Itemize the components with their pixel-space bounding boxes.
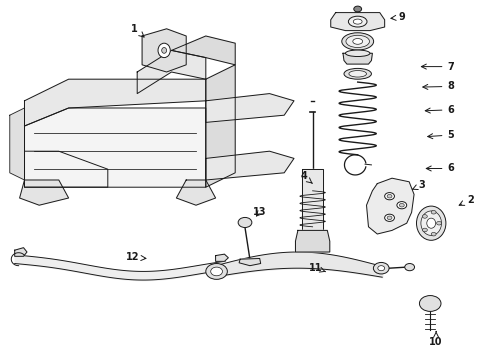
Ellipse shape	[421, 211, 441, 235]
Polygon shape	[176, 180, 216, 205]
Polygon shape	[20, 180, 69, 205]
Text: 9: 9	[391, 12, 405, 22]
Ellipse shape	[353, 39, 363, 44]
Text: 2: 2	[459, 195, 474, 205]
Text: 7: 7	[421, 62, 454, 72]
Ellipse shape	[342, 33, 374, 50]
Text: 12: 12	[125, 252, 146, 262]
Circle shape	[399, 203, 404, 207]
Circle shape	[354, 6, 362, 12]
Circle shape	[397, 202, 407, 209]
Circle shape	[238, 217, 252, 228]
Polygon shape	[172, 36, 235, 65]
Text: 4: 4	[300, 171, 312, 183]
Circle shape	[387, 216, 392, 220]
Circle shape	[431, 232, 436, 236]
Ellipse shape	[349, 71, 367, 77]
Circle shape	[437, 221, 441, 225]
Polygon shape	[239, 258, 261, 266]
Polygon shape	[24, 151, 108, 187]
Ellipse shape	[348, 16, 367, 27]
Text: 1: 1	[131, 24, 144, 37]
Circle shape	[387, 194, 392, 198]
Circle shape	[431, 211, 436, 214]
Ellipse shape	[346, 35, 369, 48]
Circle shape	[385, 193, 394, 200]
Circle shape	[378, 266, 385, 271]
Circle shape	[373, 262, 389, 274]
Text: 11: 11	[309, 263, 325, 273]
Ellipse shape	[345, 50, 370, 57]
Ellipse shape	[162, 48, 167, 53]
Text: 10: 10	[429, 332, 443, 347]
Polygon shape	[15, 248, 27, 256]
Polygon shape	[331, 13, 385, 31]
Ellipse shape	[416, 206, 446, 240]
Polygon shape	[206, 151, 294, 180]
Circle shape	[419, 296, 441, 311]
Polygon shape	[216, 254, 228, 261]
Polygon shape	[343, 53, 372, 64]
Polygon shape	[10, 108, 24, 180]
Circle shape	[211, 267, 222, 276]
Text: 6: 6	[425, 105, 454, 115]
Circle shape	[385, 214, 394, 221]
Polygon shape	[302, 169, 323, 230]
Polygon shape	[24, 79, 206, 126]
Text: 8: 8	[423, 81, 454, 91]
Text: 3: 3	[413, 180, 425, 190]
Text: 13: 13	[253, 207, 267, 217]
Polygon shape	[206, 94, 294, 122]
Ellipse shape	[427, 218, 436, 228]
Ellipse shape	[158, 43, 171, 58]
Ellipse shape	[422, 298, 438, 309]
Polygon shape	[295, 230, 330, 252]
Ellipse shape	[353, 19, 362, 24]
Ellipse shape	[344, 68, 371, 79]
Circle shape	[206, 264, 227, 279]
Polygon shape	[367, 178, 414, 234]
Circle shape	[422, 215, 427, 218]
Polygon shape	[142, 29, 186, 72]
Text: 6: 6	[426, 163, 454, 174]
Text: 5: 5	[428, 130, 454, 140]
Circle shape	[422, 228, 427, 232]
Circle shape	[405, 264, 415, 271]
Polygon shape	[206, 65, 235, 187]
Polygon shape	[137, 50, 206, 94]
Polygon shape	[24, 108, 206, 187]
